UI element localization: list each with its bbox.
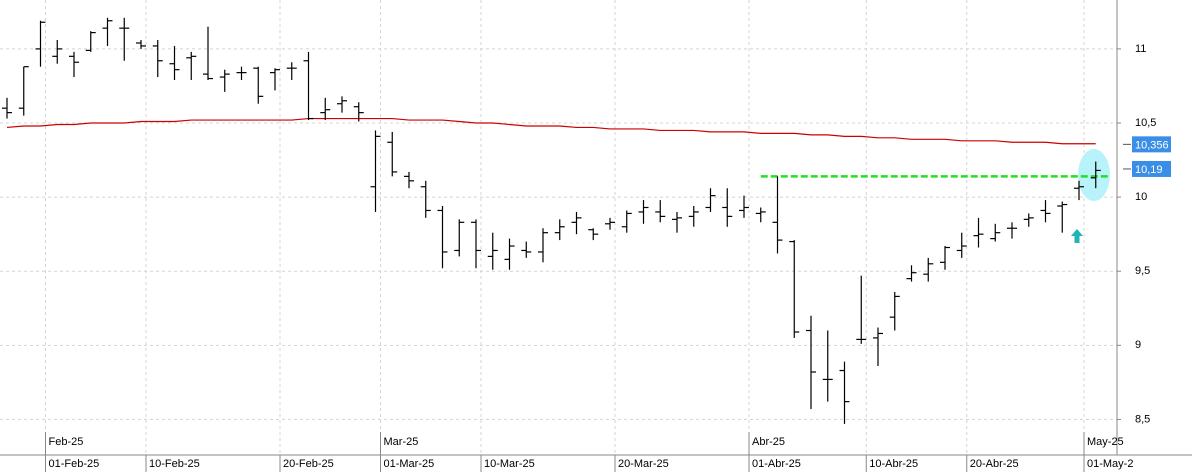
month-label: Mar-25 (384, 436, 419, 448)
x-tick-label: 10-Abr-25 (869, 458, 918, 470)
price-label-box (1132, 160, 1171, 177)
x-tick-label: 01-May-2 (1087, 458, 1133, 470)
y-tick-label: 9,5 (1135, 265, 1150, 277)
y-tick-label: 8,5 (1135, 413, 1150, 425)
up-arrow (1071, 229, 1083, 243)
x-tick-label: 20-Feb-25 (283, 458, 334, 470)
x-tick-label: 01-Abr-25 (752, 458, 801, 470)
highlight-ellipse (1078, 149, 1110, 201)
y-tick-label: 9 (1135, 339, 1141, 351)
x-tick-label: 01-Feb-25 (49, 458, 100, 470)
month-label: May-25 (1087, 436, 1124, 448)
price-label: 10,19 (1135, 164, 1163, 176)
x-tick-label: 10-Feb-25 (149, 458, 200, 470)
y-tick-label: 11 (1135, 43, 1146, 55)
price-label-box (1132, 136, 1171, 153)
price-label: 10,356 (1135, 139, 1169, 151)
month-label: Abr-25 (752, 436, 785, 448)
x-tick-label: 01-Mar-25 (384, 458, 435, 470)
x-tick-label: 10-Mar-25 (484, 458, 535, 470)
x-tick-label: 20-Abr-25 (970, 458, 1019, 470)
x-tick-label: 20-Mar-25 (618, 458, 669, 470)
y-tick-label: 10 (1135, 191, 1147, 203)
grid-layer (0, 0, 1117, 455)
y-tick-label: 10,5 (1135, 117, 1156, 129)
month-label: Feb-25 (49, 436, 84, 448)
line-series (6, 117, 1096, 145)
